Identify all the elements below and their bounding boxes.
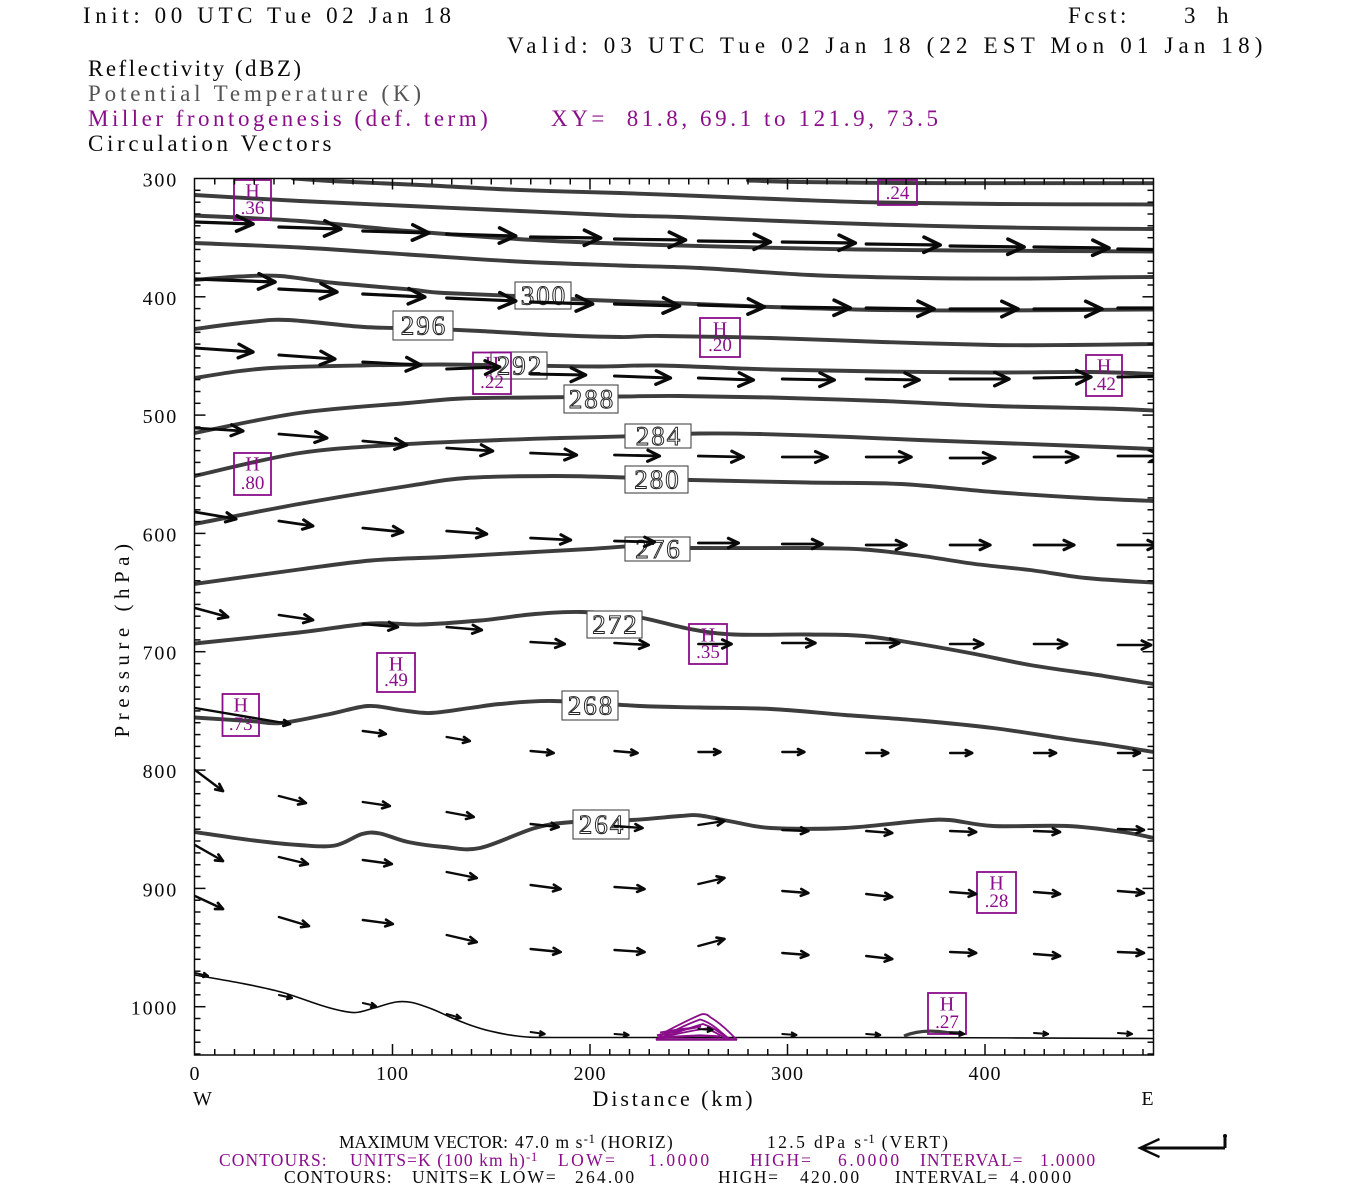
svg-text:47.0 m s-1 (HORIZ): 47.0 m s-1 (HORIZ) [515, 1131, 674, 1152]
svg-text:1.0000: 1.0000 [1040, 1150, 1097, 1170]
svg-text:XY= 81.8, 69.1 to 121.9, 73.5: XY= 81.8, 69.1 to 121.9, 73.5 [551, 106, 942, 131]
svg-text:300: 300 [143, 170, 178, 192]
svg-text:Valid: 03 UTC Tue 02 Jan 18 (2: Valid: 03 UTC Tue 02 Jan 18 (22 EST Mon … [507, 33, 1268, 58]
svg-text:HIGH=: HIGH= [750, 1150, 813, 1170]
svg-text:CONTOURS:: CONTOURS: [284, 1167, 393, 1187]
svg-text:0: 0 [190, 1063, 201, 1085]
svg-text:W: W [193, 1088, 213, 1110]
svg-text:100: 100 [376, 1063, 409, 1085]
svg-text:h: h [1217, 3, 1229, 28]
svg-text:MAXIMUM VECTOR:: MAXIMUM VECTOR: [339, 1132, 508, 1152]
svg-text:UNITS=K: UNITS=K [412, 1167, 494, 1187]
svg-text:LOW=: LOW= [500, 1167, 558, 1187]
svg-text:E: E [1141, 1088, 1154, 1110]
svg-text:400: 400 [143, 288, 178, 310]
svg-text:UNITS=K (100 km h)-1: UNITS=K (100 km h)-1 [350, 1149, 538, 1170]
svg-text:Reflectivity (dBZ): Reflectivity (dBZ) [88, 56, 304, 81]
svg-text:Distance (km): Distance (km) [593, 1086, 756, 1111]
svg-text:800: 800 [143, 761, 178, 783]
svg-text:700: 700 [143, 643, 178, 665]
svg-text:Pressure (hPa): Pressure (hPa) [110, 539, 134, 738]
svg-text:4.0000: 4.0000 [1010, 1167, 1074, 1187]
svg-text:3: 3 [1184, 3, 1196, 28]
svg-text:12.5 dPa s-1 (VERT): 12.5 dPa s-1 (VERT) [767, 1131, 950, 1152]
svg-text:1000: 1000 [131, 998, 178, 1020]
svg-text:Miller frontogenesis (def. ter: Miller frontogenesis (def. term) [88, 106, 491, 131]
svg-text:INTERVAL=: INTERVAL= [895, 1167, 999, 1187]
svg-text:Potential Temperature (K): Potential Temperature (K) [88, 81, 425, 106]
svg-text:CONTOURS:: CONTOURS: [219, 1150, 328, 1170]
svg-text:300: 300 [771, 1063, 804, 1085]
svg-text:400: 400 [969, 1063, 1002, 1085]
svg-text:INTERVAL=: INTERVAL= [920, 1150, 1024, 1170]
svg-text:Fcst:: Fcst: [1068, 3, 1130, 28]
svg-text:600: 600 [143, 524, 178, 546]
svg-text:900: 900 [143, 879, 178, 901]
svg-text:Init: 00 UTC Tue 02 Jan 18: Init: 00 UTC Tue 02 Jan 18 [83, 3, 456, 28]
svg-text:HIGH=: HIGH= [718, 1167, 780, 1187]
svg-text:500: 500 [143, 406, 178, 428]
svg-text:6.0000: 6.0000 [838, 1150, 902, 1170]
svg-text:Circulation Vectors: Circulation Vectors [88, 131, 335, 156]
svg-text:420.00: 420.00 [800, 1167, 861, 1187]
svg-text:264.00: 264.00 [575, 1167, 636, 1187]
svg-text:1.0000: 1.0000 [648, 1150, 712, 1170]
svg-text:200: 200 [574, 1063, 607, 1085]
svg-text:LOW=: LOW= [558, 1150, 617, 1170]
